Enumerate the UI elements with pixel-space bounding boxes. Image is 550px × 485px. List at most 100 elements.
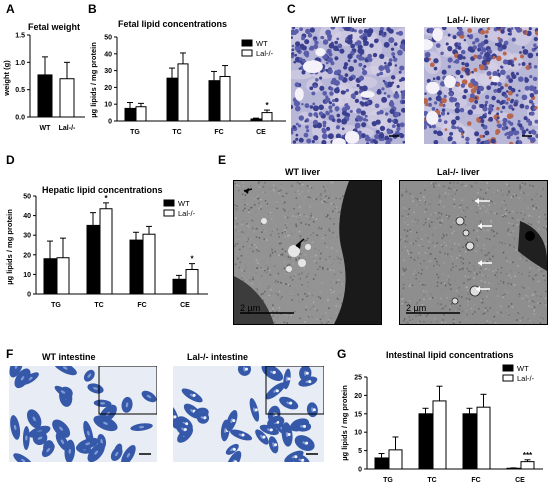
bar	[462, 413, 477, 470]
lal-liver-histology-image	[424, 27, 538, 144]
bar	[129, 239, 143, 295]
intestinal-lipid-chart: 0 5 10 15 20 25 µg lipids / mg protein TG TC FC **…	[340, 364, 543, 484]
y-tick-label: 20	[23, 252, 31, 259]
bar	[250, 118, 262, 122]
y-tick-label: 30	[23, 233, 31, 240]
bar	[124, 107, 136, 122]
x-tick-label: CE	[515, 477, 525, 484]
legend-swatch	[163, 199, 175, 207]
panel-e-title-wt: WT liver	[285, 167, 321, 177]
legend-swatch	[163, 209, 175, 217]
y-tick-label: 1.5	[15, 33, 25, 40]
wt-liver-histology-image	[291, 27, 405, 144]
fetal-lipid-chart: 0 10 20 30 40 50 µg lipids / mg protein TG TC FC *…	[89, 35, 286, 136]
panel-label-g: G	[337, 347, 347, 361]
panel-g-title: Intestinal lipid concentrations	[386, 350, 514, 360]
x-tick-label: CE	[256, 129, 266, 136]
panel-c-title-wt: WT liver	[331, 15, 367, 25]
panel-label-d: D	[6, 153, 15, 167]
x-tick-label: FC	[137, 302, 146, 309]
y-axis-label: µg lipids / mg protein	[89, 42, 98, 118]
y-tick-label: 40	[23, 213, 31, 220]
bar	[388, 449, 403, 470]
scale-bar-label: 2 µm	[240, 303, 261, 313]
y-tick-label: 0	[358, 467, 362, 474]
panel-label-c: C	[287, 2, 296, 16]
legend-label: WT	[178, 199, 190, 208]
legend-label: WT	[256, 39, 268, 48]
bar	[172, 278, 186, 295]
panel-label-e: E	[218, 153, 227, 167]
legend-swatch	[502, 364, 514, 372]
panel-label-f: F	[6, 347, 14, 361]
bar	[374, 457, 389, 470]
legend-swatch	[241, 49, 253, 57]
y-tick-label: 30	[104, 68, 112, 75]
bar	[177, 63, 189, 122]
bar	[135, 106, 147, 122]
bar	[219, 75, 231, 122]
x-tick-label: TC	[94, 302, 103, 309]
y-tick-label: 50	[23, 194, 31, 201]
x-tick-label: TC	[172, 129, 181, 136]
legend-swatch	[241, 39, 253, 47]
legend-label: Lal-/-	[256, 49, 274, 58]
bar	[86, 224, 100, 295]
legend-label: WT	[517, 364, 529, 373]
x-tick-label: WT	[40, 125, 52, 132]
y-tick-label: 10	[23, 272, 31, 279]
y-tick-label: 0	[27, 292, 31, 299]
y-tick-label: 15	[354, 411, 362, 418]
y-tick-label: 20	[104, 85, 112, 92]
panel-b-title: Fetal lipid concentrations	[118, 19, 228, 29]
scale-bar-label: 2 µm	[406, 303, 427, 313]
bar	[418, 413, 433, 470]
x-tick-label: TG	[51, 302, 61, 309]
legend-swatch	[502, 374, 514, 382]
bar	[520, 461, 535, 470]
y-tick-label: 0	[108, 119, 112, 126]
fetal-weight-chart: 0.0 0.5 1.0 1.5 weight (g) WT Lal-/-	[2, 33, 85, 132]
panel-a-title: Fetal weight	[28, 22, 81, 32]
bar	[208, 80, 220, 122]
bar	[476, 406, 491, 470]
bar	[142, 233, 156, 295]
y-tick-label: 40	[104, 51, 112, 58]
x-tick-label: TG	[130, 129, 140, 136]
panel-f-title-lal: Lal-/- intestine	[187, 352, 249, 362]
bar	[37, 74, 53, 118]
legend-label: Lal-/-	[178, 209, 196, 218]
y-tick-label: 10	[354, 430, 362, 437]
panel-c-title-lal: Lal-/- liver	[447, 15, 490, 25]
panel-label-a: A	[6, 2, 15, 16]
significance-marker: ***	[523, 451, 533, 460]
significance-marker: *	[104, 194, 108, 203]
significance-marker: *	[190, 255, 194, 264]
hepatic-lipid-chart: 0 10 20 30 40 50 µg lipids / mg protein TG * TC FC…	[5, 194, 208, 309]
x-tick-label: FC	[471, 477, 480, 484]
bar	[56, 257, 70, 295]
x-tick-label: TG	[383, 477, 393, 484]
bar	[99, 208, 113, 295]
significance-marker: *	[265, 101, 269, 110]
legend-label: Lal-/-	[517, 374, 535, 383]
y-axis-label: µg lipids / mg protein	[5, 209, 14, 285]
panel-d-title: Hepatic lipid concentrations	[42, 185, 163, 195]
wt-intestine-histology-image	[9, 366, 157, 462]
y-tick-label: 50	[104, 35, 112, 42]
y-tick-label: 5	[358, 448, 362, 455]
y-axis-label: µg lipids / mg protein	[340, 385, 349, 461]
panel-e-title-lal: Lal-/- liver	[437, 167, 480, 177]
bar	[432, 400, 447, 470]
y-tick-label: 25	[354, 375, 362, 382]
y-tick-label: 0.0	[15, 115, 25, 122]
x-tick-label: Lal-/-	[59, 125, 76, 132]
y-tick-label: 1.0	[15, 60, 25, 67]
y-axis-label: weight (g)	[2, 60, 11, 97]
bar	[59, 78, 75, 118]
x-tick-label: TC	[427, 477, 436, 484]
bar	[166, 77, 178, 122]
x-tick-label: CE	[180, 302, 190, 309]
bar	[261, 112, 273, 122]
y-tick-label: 0.5	[15, 87, 25, 94]
